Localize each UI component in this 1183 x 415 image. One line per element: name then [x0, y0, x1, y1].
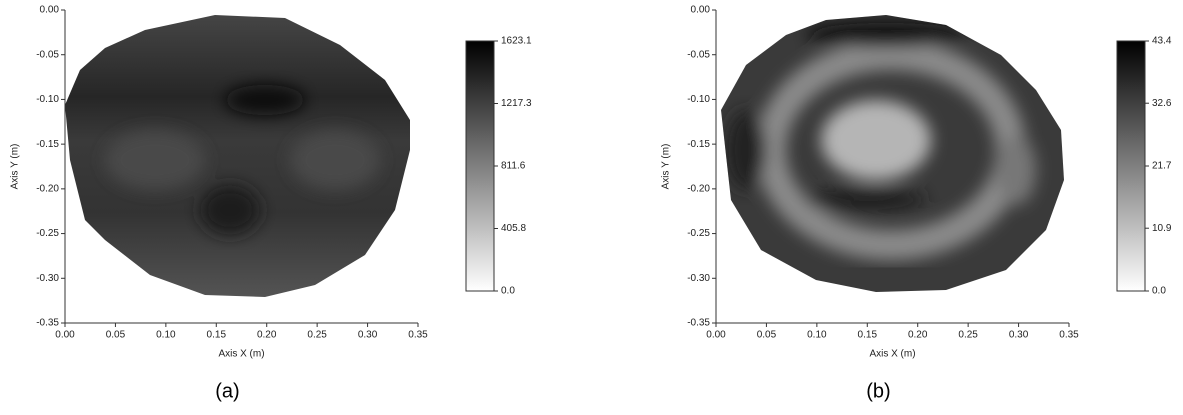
- colorbar-tick-label: 0.0: [501, 286, 515, 297]
- y-tick-label: -0.25: [687, 228, 710, 239]
- y-tick-label: 0.00: [691, 5, 711, 16]
- colorbar-tick-label: 10.9: [1152, 223, 1172, 234]
- x-tick-label: 0.25: [307, 330, 327, 341]
- heatmap-image: [65, 15, 410, 297]
- x-tick-label: 0.15: [207, 330, 227, 341]
- caption: (a): [215, 380, 239, 402]
- x-tick-label: 0.10: [807, 330, 827, 341]
- colorbar: [1116, 40, 1146, 292]
- colorbar: [465, 40, 495, 292]
- colorbar-tick-label: 32.6: [1152, 98, 1172, 109]
- y-tick-label: -0.35: [687, 318, 710, 329]
- colorbar-tick-label: 1623.1: [501, 36, 532, 47]
- y-tick-label: -0.05: [36, 49, 59, 60]
- x-tick-label: 0.20: [257, 330, 277, 341]
- x-axis-label: Axis X (m): [218, 349, 264, 360]
- colorbar-tick-label: 21.7: [1152, 161, 1172, 172]
- y-axis-label: Axis Y (m): [661, 144, 672, 190]
- x-tick-label: 0.05: [757, 330, 777, 341]
- y-tick-label: -0.20: [36, 183, 59, 194]
- y-tick-label: -0.20: [687, 183, 710, 194]
- y-tick-label: -0.30: [36, 273, 59, 284]
- y-tick-label: -0.05: [687, 49, 710, 60]
- x-tick-label: 0.20: [908, 330, 928, 341]
- x-tick-label: 0.35: [408, 330, 428, 341]
- y-tick-label: -0.15: [36, 139, 59, 150]
- y-tick-label: -0.25: [36, 228, 59, 239]
- x-tick-label: 0.15: [858, 330, 878, 341]
- colorbar-tick-label: 811.6: [501, 161, 526, 172]
- y-tick-label: -0.10: [687, 94, 710, 105]
- x-tick-label: 0.05: [106, 330, 126, 341]
- y-tick-label: 0.00: [40, 5, 60, 16]
- y-tick-label: -0.30: [687, 273, 710, 284]
- y-tick-label: -0.10: [36, 94, 59, 105]
- caption: (b): [866, 380, 890, 402]
- y-tick-label: -0.35: [36, 318, 59, 329]
- x-tick-label: 0.30: [358, 330, 378, 341]
- colorbar-tick-label: 43.4: [1152, 36, 1172, 47]
- colorbar-tick-label: 405.8: [501, 223, 526, 234]
- x-axis-label: Axis X (m): [869, 349, 915, 360]
- colorbar-tick-label: 0.0: [1152, 286, 1166, 297]
- x-tick-label: 0.00: [55, 330, 75, 341]
- heatmap-image: [721, 15, 1064, 292]
- y-tick-label: -0.15: [687, 139, 710, 150]
- y-axis-label: Axis Y (m): [10, 144, 21, 190]
- x-tick-label: 0.35: [1059, 330, 1079, 341]
- x-tick-label: 0.00: [706, 330, 726, 341]
- x-tick-label: 0.30: [1009, 330, 1029, 341]
- colorbar-tick-label: 1217.3: [501, 98, 532, 109]
- x-tick-label: 0.10: [156, 330, 176, 341]
- x-tick-label: 0.25: [958, 330, 978, 341]
